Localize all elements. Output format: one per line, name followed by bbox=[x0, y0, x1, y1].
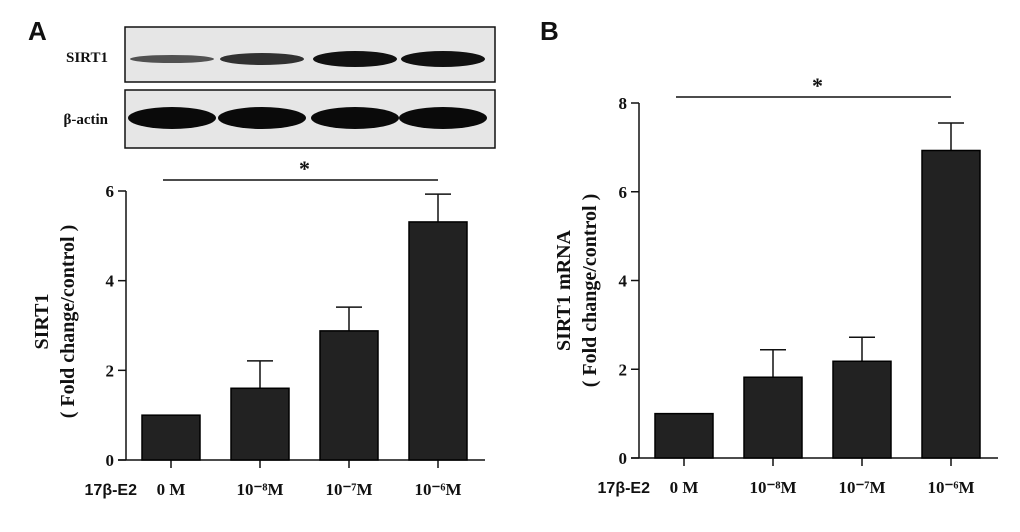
y-axis-label-secondary: ( Fold change/control ) bbox=[579, 194, 601, 388]
western-blot: SIRT1 β-actin bbox=[63, 26, 496, 149]
bar bbox=[141, 414, 201, 461]
bar bbox=[832, 360, 892, 459]
y-axis-label-secondary: ( Fold change/control ) bbox=[57, 225, 79, 419]
significance-star: * bbox=[812, 73, 823, 98]
bar bbox=[921, 149, 981, 459]
blot-band-sirt1 bbox=[130, 55, 214, 63]
bar bbox=[743, 376, 803, 459]
blot-band-sirt1 bbox=[220, 53, 304, 65]
bar bbox=[230, 387, 290, 461]
y-axis-label: SIRT1 bbox=[31, 294, 53, 350]
x-tick-label: 10⁻⁶M bbox=[927, 478, 974, 497]
y-tick-label: 4 bbox=[619, 272, 628, 291]
y-tick-label: 6 bbox=[619, 183, 628, 202]
blot-band-actin bbox=[399, 107, 487, 129]
significance-star: * bbox=[299, 156, 310, 181]
x-tick-label: 10⁻⁷M bbox=[838, 478, 885, 497]
blot-label-actin: β-actin bbox=[63, 112, 108, 128]
y-tick-label: 2 bbox=[619, 360, 628, 379]
blot-label-sirt1: SIRT1 bbox=[66, 50, 108, 66]
panel-label-a: A bbox=[28, 16, 47, 46]
bar bbox=[319, 330, 379, 461]
x-prefix-label: 17β-E2 bbox=[598, 480, 651, 497]
x-tick-label: 10⁻⁶M bbox=[414, 480, 461, 499]
x-tick-label: 10⁻⁷M bbox=[325, 480, 372, 499]
panel-label-b: B bbox=[540, 16, 559, 46]
y-tick-label: 2 bbox=[106, 361, 115, 380]
y-tick-label: 4 bbox=[106, 272, 115, 291]
bar bbox=[654, 412, 714, 459]
y-tick-label: 8 bbox=[619, 94, 628, 113]
y-tick-label: 0 bbox=[106, 451, 115, 470]
y-tick-label: 6 bbox=[106, 182, 115, 201]
chart-b: 0 2 4 6 8 17β-E2 0 M 10⁻⁸M 10⁻⁷M 10⁻⁶M * SIRT1 mRNA… bbox=[553, 73, 998, 497]
blot-band-sirt1 bbox=[401, 51, 485, 67]
blot-band-sirt1 bbox=[313, 51, 397, 67]
chart-a: 0 2 4 6 17β-E2 0 M 10⁻⁸M 10⁻⁷M 10⁻⁶M * SIRT1( Fold… bbox=[31, 156, 485, 499]
x-tick-label: 0 M bbox=[670, 478, 699, 497]
blot-band-actin bbox=[128, 107, 216, 129]
y-axis-label: SIRT1 mRNA bbox=[553, 229, 575, 351]
x-prefix-label: 17β-E2 bbox=[85, 482, 138, 499]
x-tick-label: 10⁻⁸M bbox=[236, 480, 283, 499]
x-tick-label: 0 M bbox=[157, 480, 186, 499]
bar bbox=[408, 221, 468, 461]
x-tick-label: 10⁻⁸M bbox=[749, 478, 796, 497]
y-tick-label: 0 bbox=[619, 449, 628, 468]
blot-band-actin bbox=[218, 107, 306, 129]
blot-band-actin bbox=[311, 107, 399, 129]
